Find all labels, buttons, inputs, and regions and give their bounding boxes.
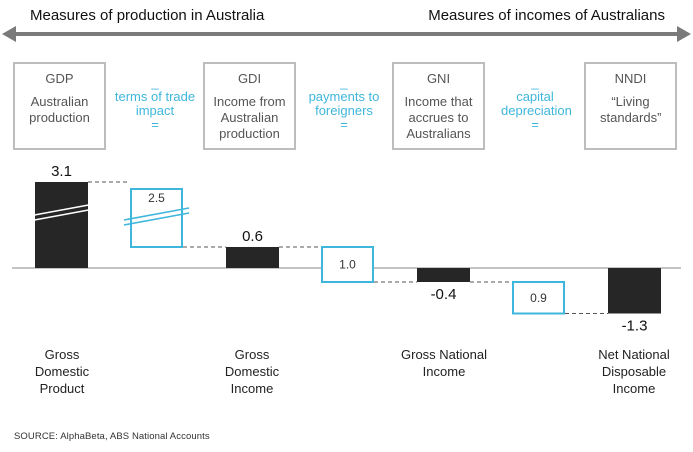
source-note: SOURCE: AlphaBeta, ABS National Accounts — [14, 431, 210, 442]
category-label-gdi: Gross Domestic Income — [224, 347, 280, 396]
gni-code: GNI — [426, 71, 451, 86]
minus-sign: _ — [531, 75, 539, 90]
nndi-desc: “Living standards” — [600, 94, 662, 125]
bar-total — [608, 268, 661, 314]
gdp-box: GDP Australian production — [13, 62, 106, 150]
double-arrow-icon — [2, 26, 691, 42]
bar-deduction — [512, 281, 565, 315]
bar-deduction — [321, 246, 374, 283]
value-label: 3.1 — [51, 163, 72, 180]
gdi-code: GDI — [237, 71, 262, 86]
operator-terms-of-trade: _ terms of trade impact = — [105, 76, 205, 132]
nndi-code: NNDI — [614, 71, 647, 86]
value-label: -0.4 — [431, 286, 457, 303]
gdp-desc: Australian production — [29, 94, 90, 125]
axis-break-mark — [123, 212, 190, 226]
gdi-desc: Income from Australian production — [213, 94, 286, 141]
operator-depreciation: _ capital depreciation = — [487, 76, 583, 132]
operator-label: capital depreciation — [501, 89, 572, 118]
gni-box: GNI Income that accrues to Australians — [392, 62, 485, 150]
value-label: 1.0 — [339, 258, 356, 272]
category-label-gdp: Gross Domestic Product — [34, 347, 90, 396]
value-label: 0.6 — [242, 228, 263, 245]
value-label: -1.3 — [622, 318, 648, 335]
equals-sign: = — [151, 117, 159, 132]
axis-break-mark — [28, 208, 95, 222]
axis-break-mark — [123, 207, 190, 221]
value-label: 2.5 — [148, 191, 165, 205]
production-header: Measures of production in Australia — [30, 7, 265, 24]
operator-payments: _ payments to foreigners = — [296, 76, 392, 132]
incomes-header: Measures of incomes of Australians — [428, 7, 665, 24]
operator-label: payments to foreigners — [308, 89, 380, 118]
axis-break-mark — [28, 203, 95, 217]
value-label: 0.9 — [530, 291, 547, 305]
waterfall-chart: 3.1 2.5 0.6 1.0 -0.4 0.9 -1.3 — [12, 163, 681, 335]
gdi-box: GDI Income from Australian production — [203, 62, 296, 150]
gdp-code: GDP — [45, 71, 74, 86]
minus-sign: _ — [340, 75, 348, 90]
minus-sign: _ — [151, 75, 159, 90]
bar-total — [35, 182, 88, 268]
equals-sign: = — [531, 117, 539, 132]
equals-sign: = — [340, 117, 348, 132]
nndi-box: NNDI “Living standards” — [584, 62, 677, 150]
bar-total — [417, 268, 470, 282]
gni-desc: Income that accrues to Australians — [404, 94, 473, 141]
bar-total — [226, 247, 279, 268]
operator-label: terms of trade impact — [114, 89, 196, 118]
category-label-nndi: Net National Disposable Income — [598, 347, 670, 396]
category-label-gni: Gross National Income — [401, 347, 487, 379]
